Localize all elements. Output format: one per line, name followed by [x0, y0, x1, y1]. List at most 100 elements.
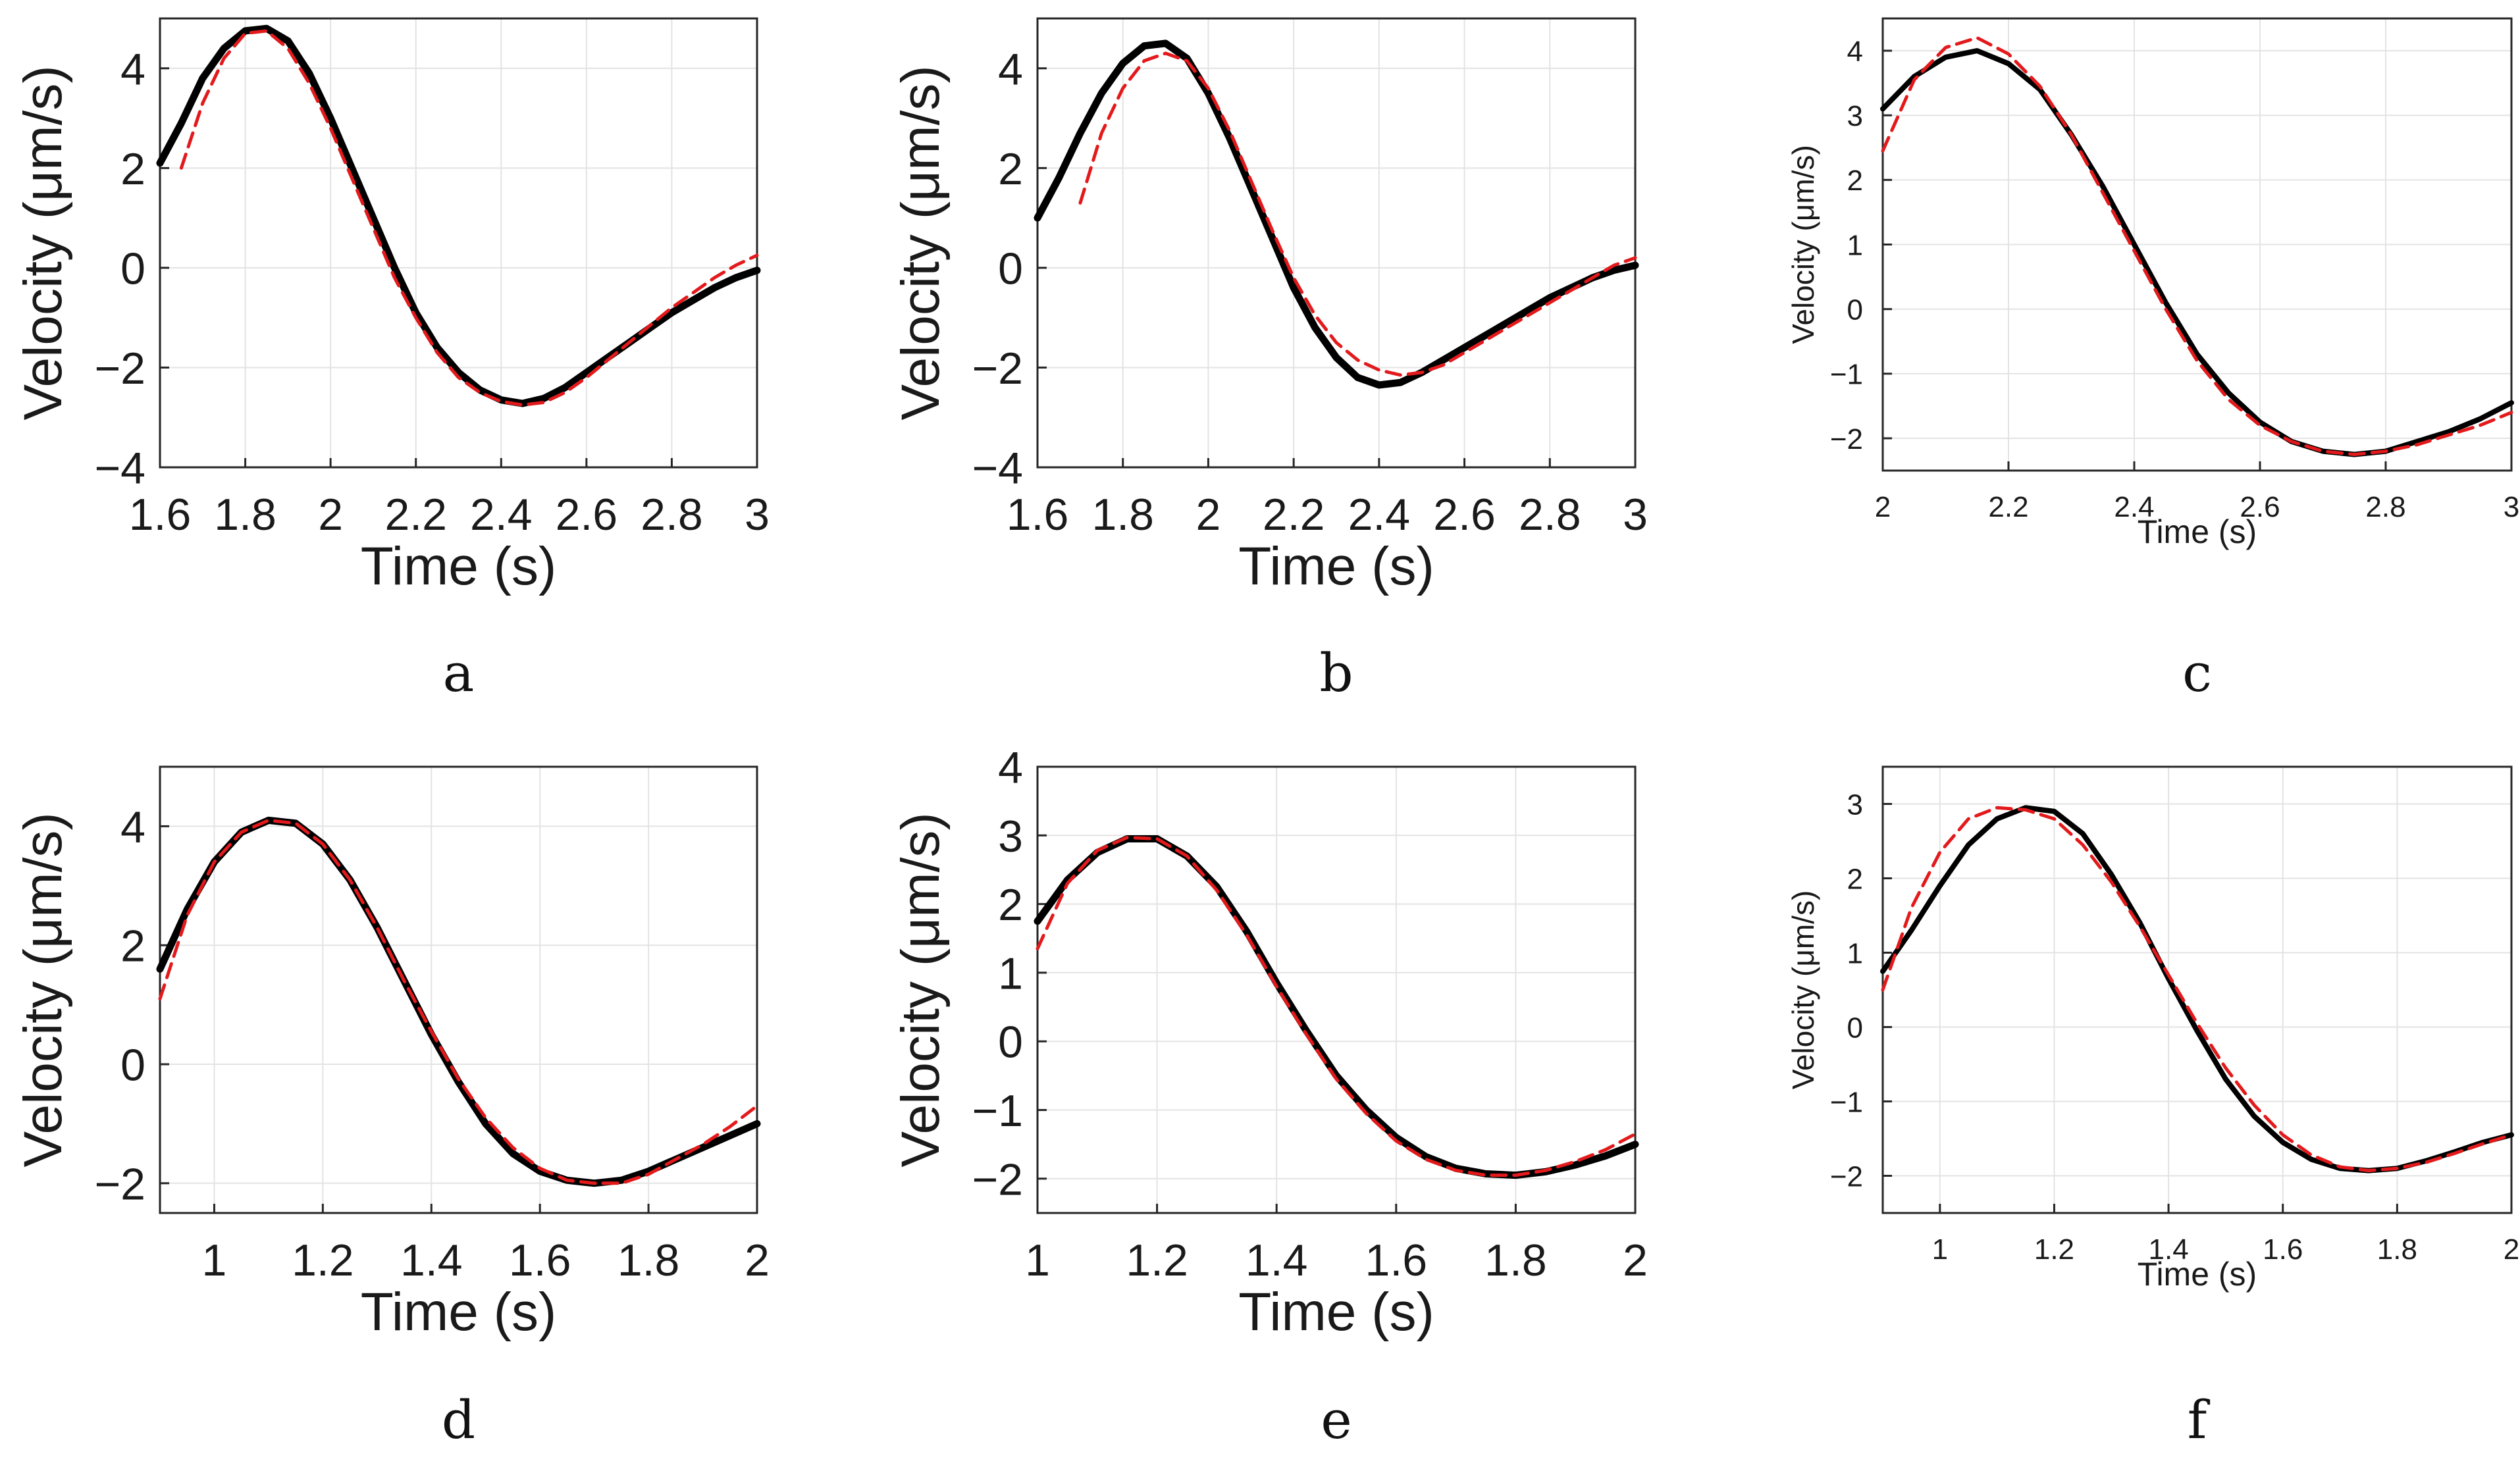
series-line-fitted	[1036, 835, 1637, 1177]
x-axis-label: Time (s)	[2138, 1256, 2257, 1293]
y-axis-label: Velocity (μm/s)	[13, 65, 73, 420]
y-axis-label: Velocity (μm/s)	[891, 812, 951, 1167]
x-tick-label: 1.2	[1126, 1235, 1188, 1285]
y-tick-label: −4	[972, 443, 1023, 493]
x-tick-label: 1.8	[1484, 1235, 1547, 1285]
x-tick-label: 2.6	[2240, 491, 2280, 523]
y-tick-label: −2	[1830, 1160, 1863, 1193]
y-tick-label: 2	[998, 144, 1023, 194]
y-tick-label: −1	[972, 1086, 1023, 1136]
x-tick-label: 2	[745, 1235, 770, 1285]
x-tick-label: 2.2	[1263, 490, 1325, 540]
x-tick-label: 1.2	[292, 1235, 354, 1285]
plot-area	[1037, 18, 1635, 467]
x-tick-label: 1	[202, 1235, 227, 1285]
axes-box	[159, 17, 758, 469]
y-axis-label: Velocity (μm/s)	[1786, 890, 1820, 1090]
panel-e: 1 1.2 1.4 1.6 1.8 2 −2 −1 0 1 2 3 4 Time (s) Velocity …	[891, 742, 1648, 1451]
x-tick-label: 1.6	[1365, 1235, 1428, 1285]
x-tick-label: 3	[2504, 491, 2519, 523]
plot-area	[1883, 767, 2511, 1213]
y-tick-label: 0	[120, 1040, 145, 1090]
axes-box	[159, 765, 758, 1214]
y-tick-label: 1	[1847, 229, 1863, 261]
panel-label: c	[2182, 642, 2212, 704]
x-tick-label: 1.4	[2149, 1233, 2189, 1266]
x-tick-label: 1.2	[2034, 1233, 2074, 1266]
y-tick-label: 0	[1847, 294, 1863, 326]
panel-b: 1.6 1.8 2 2.2 2.4 2.6 2.8 3 −4 −2 0 2 4 Time (s) Veloc…	[891, 17, 1648, 704]
panel-label: e	[1321, 1389, 1352, 1451]
x-tick-label: 1.4	[400, 1235, 463, 1285]
x-tick-label: 3	[745, 490, 770, 540]
x-tick-label: 1.8	[617, 1235, 680, 1285]
y-tick-label: 2	[1847, 863, 1863, 895]
panel-c: 2 2.2 2.4 2.6 2.8 3 −2 −1 0 1 2 3 4 Time (s) Velocity …	[1786, 17, 2519, 704]
panel-f: 1 1.2 1.4 1.6 1.8 2 −2 −1 0 1 2 3 Time (s) Velocity (…	[1786, 765, 2519, 1451]
y-tick-label: 3	[998, 812, 1023, 862]
y-tick-label: 2	[120, 144, 145, 194]
y-axis-label: Velocity (μm/s)	[1786, 145, 1820, 344]
y-tick-label: 0	[120, 244, 145, 294]
series-line-fitted	[1881, 36, 2513, 456]
y-tick-label: 2	[998, 880, 1023, 930]
x-tick-label: 1.6	[1007, 490, 1069, 540]
x-tick-label: 2.6	[556, 490, 618, 540]
y-tick-label: 3	[1847, 100, 1863, 132]
y-tick-label: −4	[94, 443, 145, 493]
panel-d: 1 1.2 1.4 1.6 1.8 2 −2 0 2 4 Time (s) Velocity (μm/…	[13, 765, 770, 1451]
x-tick-label: 1.4	[1246, 1235, 1308, 1285]
y-tick-label: 1	[1847, 937, 1863, 969]
y-tick-label: 2	[1847, 165, 1863, 197]
x-tick-label: 2.6	[1433, 490, 1496, 540]
x-tick-label: 2	[1196, 490, 1221, 540]
plot-area	[160, 767, 757, 1213]
plot-area	[160, 18, 757, 467]
y-tick-label: 3	[1847, 788, 1863, 821]
x-tick-label: 2.2	[384, 490, 447, 540]
series-line-measured	[1880, 48, 2514, 457]
series-line-measured	[156, 24, 761, 407]
series-line-fitted	[179, 29, 759, 407]
x-tick-label: 1.8	[214, 490, 276, 540]
x-axis-label: Time (s)	[361, 536, 557, 596]
plot-area	[1037, 767, 1635, 1213]
y-axis-label: Velocity (μm/s)	[13, 812, 73, 1167]
x-tick-label: 2.4	[1348, 490, 1411, 540]
y-tick-label: −1	[1830, 1086, 1863, 1118]
y-tick-label: 4	[998, 44, 1023, 94]
y-tick-label: 4	[120, 44, 145, 94]
x-axis-label: Time (s)	[361, 1282, 557, 1342]
y-tick-label: −2	[972, 344, 1023, 394]
x-tick-label: 1.6	[129, 490, 192, 540]
y-axis-label: Velocity (μm/s)	[891, 65, 951, 420]
x-axis-label: Time (s)	[1238, 1282, 1434, 1342]
panel-label: f	[2188, 1389, 2211, 1451]
y-tick-label: 1	[998, 948, 1023, 998]
y-tick-label: 4	[120, 802, 145, 852]
axes-box	[1036, 17, 1637, 469]
x-tick-label: 3	[1623, 490, 1648, 540]
x-tick-label: 2.8	[2365, 491, 2405, 523]
x-tick-label: 1.6	[2263, 1233, 2303, 1266]
x-tick-label: 1	[1932, 1233, 1948, 1266]
panel-a: 1.6 1.8 2 2.2 2.4 2.6 2.8 3 −4 −2 0 2 4 Time (s) Veloc…	[13, 17, 770, 704]
y-tick-label: 2	[120, 921, 145, 971]
panel-label: a	[443, 642, 475, 704]
x-tick-label: 2	[2504, 1233, 2519, 1266]
y-tick-label: 4	[1847, 36, 1863, 68]
y-tick-label: 0	[1847, 1012, 1863, 1044]
x-tick-label: 2.2	[1988, 491, 2028, 523]
y-tick-label: −2	[94, 344, 145, 394]
y-tick-label: −2	[972, 1154, 1023, 1204]
y-tick-label: −1	[1830, 359, 1863, 391]
series-line-fitted	[1881, 806, 2513, 1173]
x-tick-label: 1.8	[1091, 490, 1154, 540]
x-axis-label: Time (s)	[2138, 513, 2257, 550]
panel-label: b	[1319, 642, 1353, 704]
y-tick-label: −2	[94, 1159, 145, 1209]
y-tick-label: 0	[998, 1018, 1023, 1068]
series-line-fitted	[1078, 51, 1637, 377]
series-line-measured	[1034, 39, 1639, 389]
